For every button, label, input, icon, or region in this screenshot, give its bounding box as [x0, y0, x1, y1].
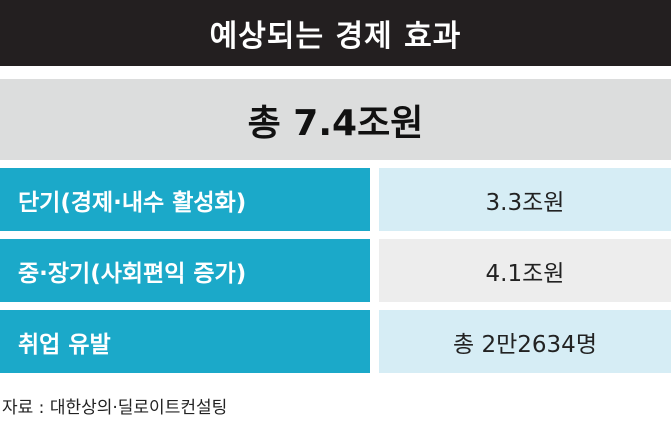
- row-value: 4.1조원: [485, 260, 565, 287]
- table-row: 취업 유발 총 2만2634명: [0, 310, 671, 373]
- row-value-cell: 3.3조원: [379, 168, 671, 231]
- total-effect-banner: 총 7.4조원: [0, 79, 671, 160]
- row-value-cell: 4.1조원: [379, 239, 671, 302]
- row-value-cell: 총 2만2634명: [379, 310, 671, 373]
- total-effect-text: 총 7.4조원: [247, 102, 424, 144]
- row-label-cell: 단기(경제·내수 활성화): [0, 168, 370, 231]
- row-label-cell: 중·장기(사회편익 증가): [0, 239, 370, 302]
- row-value: 3.3조원: [485, 189, 565, 216]
- row-label: 단기(경제·내수 활성화): [18, 189, 247, 216]
- row-label: 중·장기(사회편익 증가): [18, 260, 247, 287]
- title-banner: 예상되는 경제 효과: [0, 0, 671, 66]
- row-label: 취업 유발: [18, 331, 111, 358]
- table-row: 중·장기(사회편익 증가) 4.1조원: [0, 239, 671, 302]
- table-row: 단기(경제·내수 활성화) 3.3조원: [0, 168, 671, 231]
- row-label-cell: 취업 유발: [0, 310, 370, 373]
- source-note: 자료 : 대한상의·딜로이트컨설팅: [2, 398, 228, 418]
- page-title: 예상되는 경제 효과: [209, 19, 462, 54]
- row-value: 총 2만2634명: [453, 331, 597, 358]
